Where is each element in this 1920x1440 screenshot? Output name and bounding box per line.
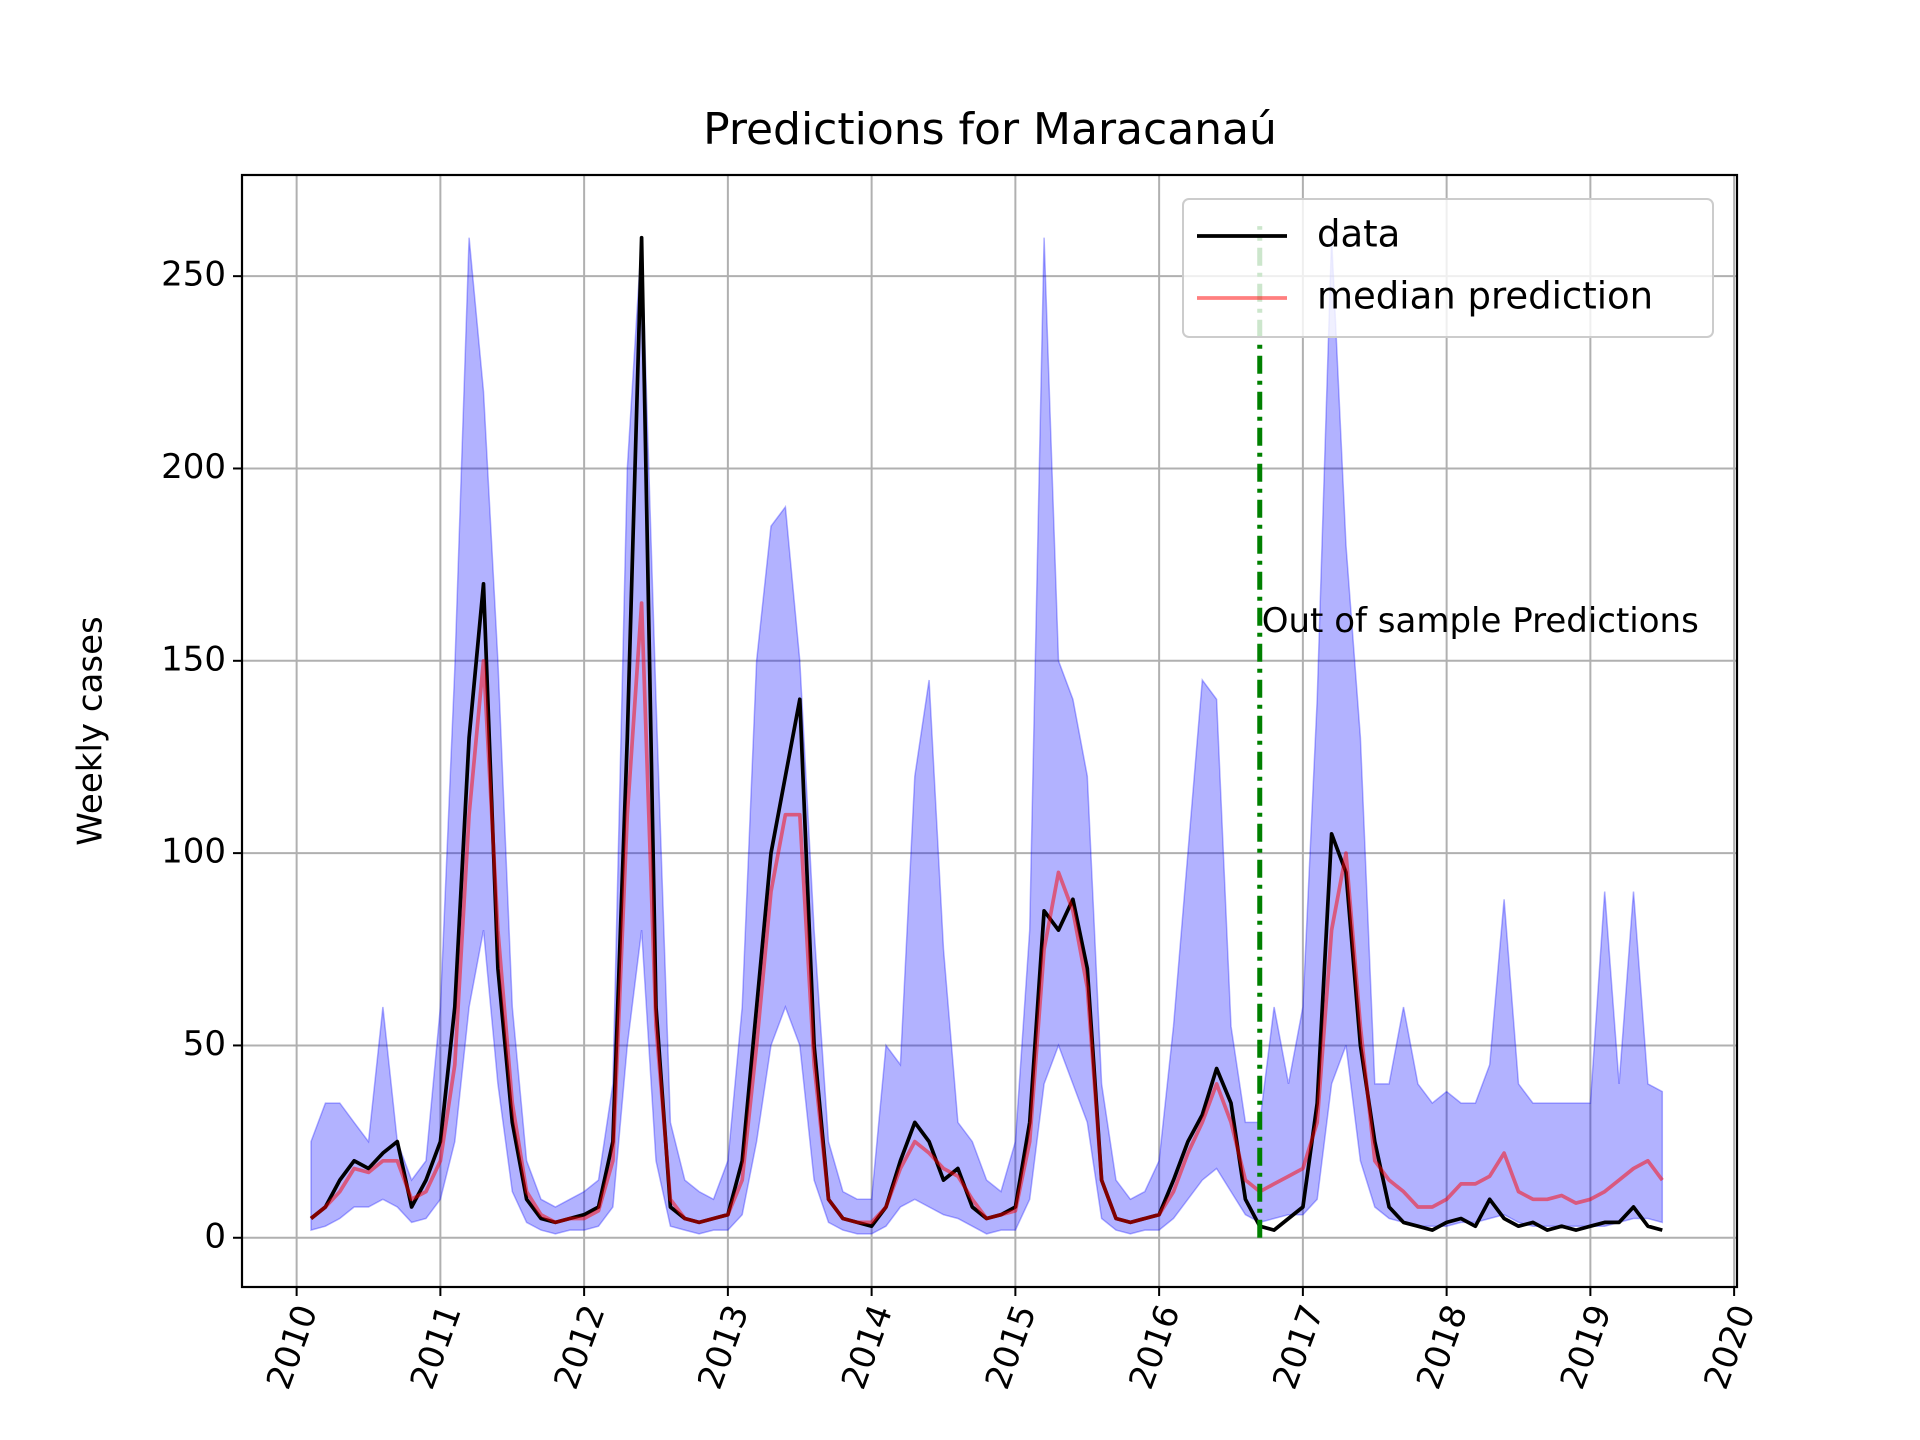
y-tick-label: 100 (161, 832, 226, 872)
y-axis-label: Weekly cases (71, 616, 111, 845)
y-tick-label: 250 (161, 255, 226, 295)
y-tick-label: 50 (183, 1024, 226, 1064)
legend-box (1182, 198, 1714, 338)
x-tick-label: 2010 (259, 1300, 326, 1395)
prediction-band (310, 237, 1664, 1235)
y-tick-label: 0 (204, 1216, 226, 1256)
x-tick-label: 2016 (1121, 1300, 1188, 1395)
x-tick-label: 2013 (690, 1300, 757, 1395)
x-tick-label: 2012 (546, 1300, 613, 1395)
x-tick-label: 2020 (1696, 1300, 1763, 1395)
x-tick-label: 2018 (1409, 1300, 1476, 1395)
y-tick-label: 150 (161, 639, 226, 679)
legend: data median prediction (1182, 198, 1714, 338)
y-tick-label: 200 (161, 447, 226, 487)
legend-label: median prediction (1317, 275, 1653, 318)
x-tick-label: 2017 (1265, 1300, 1332, 1395)
x-tick-label: 2014 (834, 1300, 901, 1395)
x-tick-label: 2019 (1553, 1300, 1620, 1395)
series-line (309, 601, 1664, 1225)
legend-label: data (1317, 213, 1400, 256)
plot-frame (240, 173, 1739, 1289)
x-tick-label: 2015 (978, 1300, 1045, 1395)
annotation: Out of sample Predictions (1262, 601, 1699, 641)
x-tick-label: 2011 (403, 1300, 470, 1395)
chart-title: Predictions for Maracanaú (703, 104, 1277, 155)
